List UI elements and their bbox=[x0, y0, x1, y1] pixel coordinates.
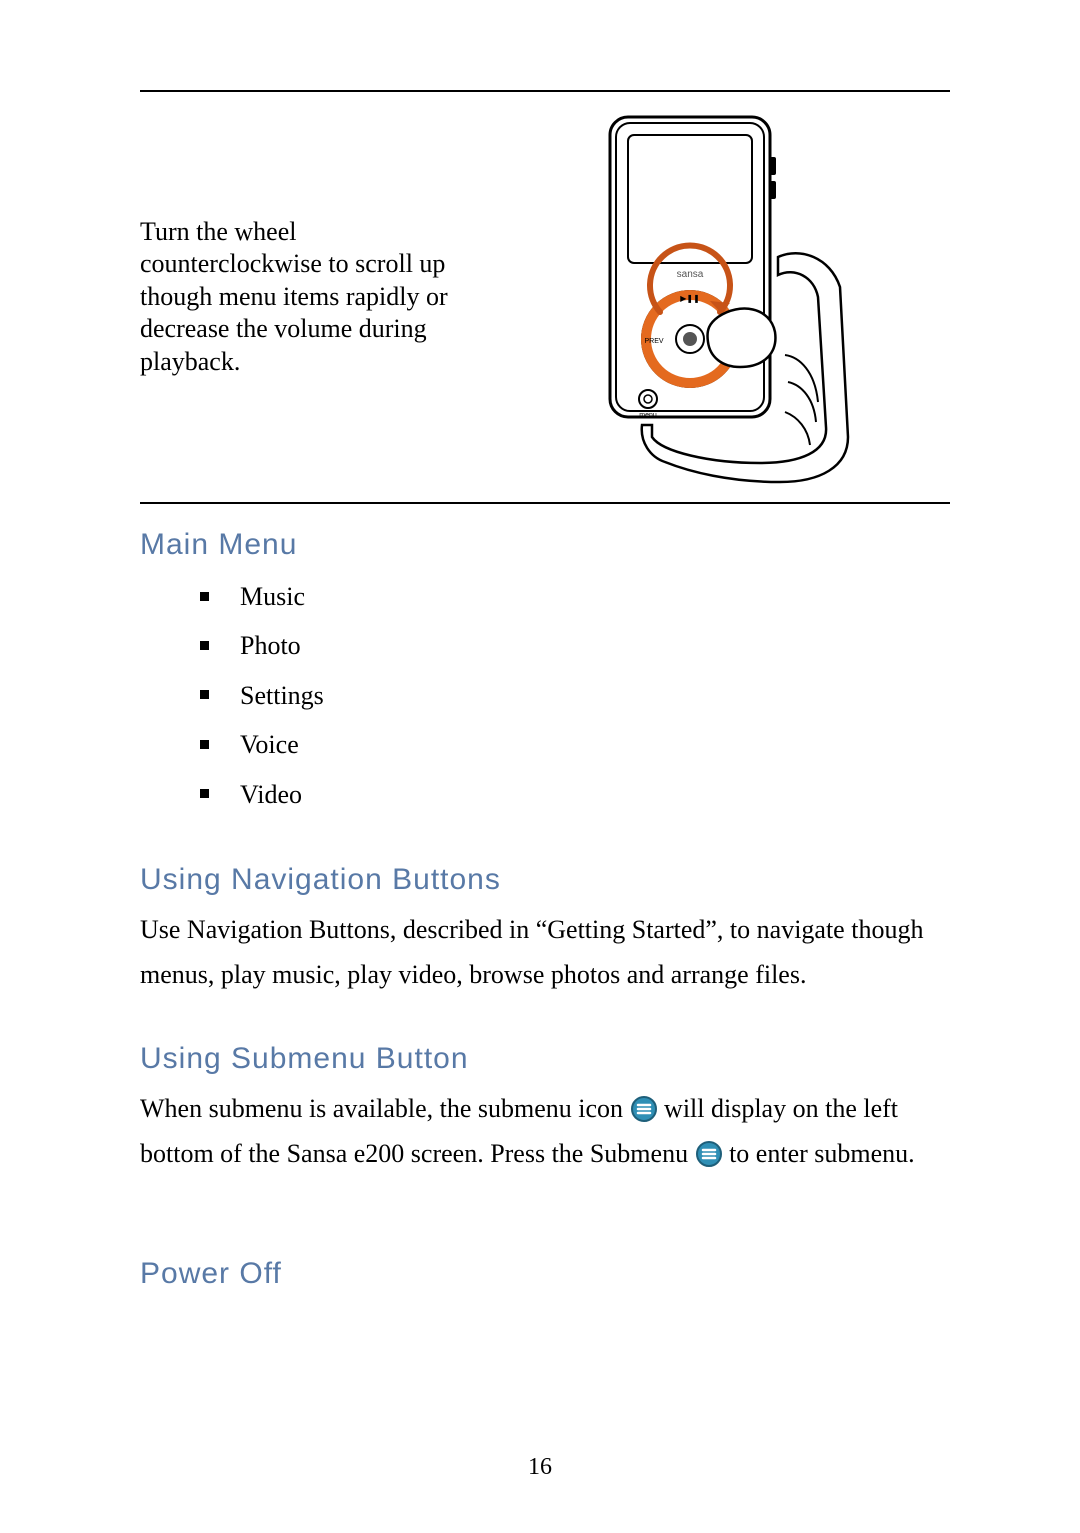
device-illustration: sansa ▶❚❚ PREV NEXT menu bbox=[570, 107, 870, 487]
heading-main-menu: Main Menu bbox=[140, 528, 950, 562]
list-item: Settings bbox=[200, 671, 950, 720]
top-row: Turn the wheel counterclockwise to scrol… bbox=[140, 90, 950, 504]
nav-body-text: Use Navigation Buttons, described in “Ge… bbox=[140, 907, 950, 998]
submenu-body-text: When submenu is available, the submenu i… bbox=[140, 1086, 950, 1177]
list-item: Voice bbox=[200, 720, 950, 769]
submenu-text-c: to enter submenu. bbox=[729, 1139, 915, 1168]
top-instruction-text: Turn the wheel counterclockwise to scrol… bbox=[140, 216, 480, 379]
submenu-icon bbox=[695, 1137, 723, 1165]
list-item: Photo bbox=[200, 621, 950, 670]
heading-power-off: Power Off bbox=[140, 1257, 950, 1291]
page-number: 16 bbox=[0, 1454, 1080, 1481]
top-text-cell: Turn the wheel counterclockwise to scrol… bbox=[140, 92, 490, 502]
heading-nav-buttons: Using Navigation Buttons bbox=[140, 863, 950, 897]
device-brand-label: sansa bbox=[677, 269, 704, 280]
submenu-icon bbox=[630, 1092, 658, 1120]
list-item: Video bbox=[200, 770, 950, 819]
top-image-cell: sansa ▶❚❚ PREV NEXT menu bbox=[490, 92, 950, 502]
submenu-text-a: When submenu is available, the submenu i… bbox=[140, 1094, 623, 1123]
svg-text:PREV: PREV bbox=[644, 338, 663, 345]
heading-submenu-button: Using Submenu Button bbox=[140, 1042, 950, 1076]
svg-text:menu: menu bbox=[639, 412, 657, 419]
svg-text:▶❚❚: ▶❚❚ bbox=[680, 294, 700, 303]
main-menu-list: Music Photo Settings Voice Video bbox=[200, 572, 950, 819]
page: Turn the wheel counterclockwise to scrol… bbox=[0, 0, 1080, 1533]
list-item: Music bbox=[200, 572, 950, 621]
